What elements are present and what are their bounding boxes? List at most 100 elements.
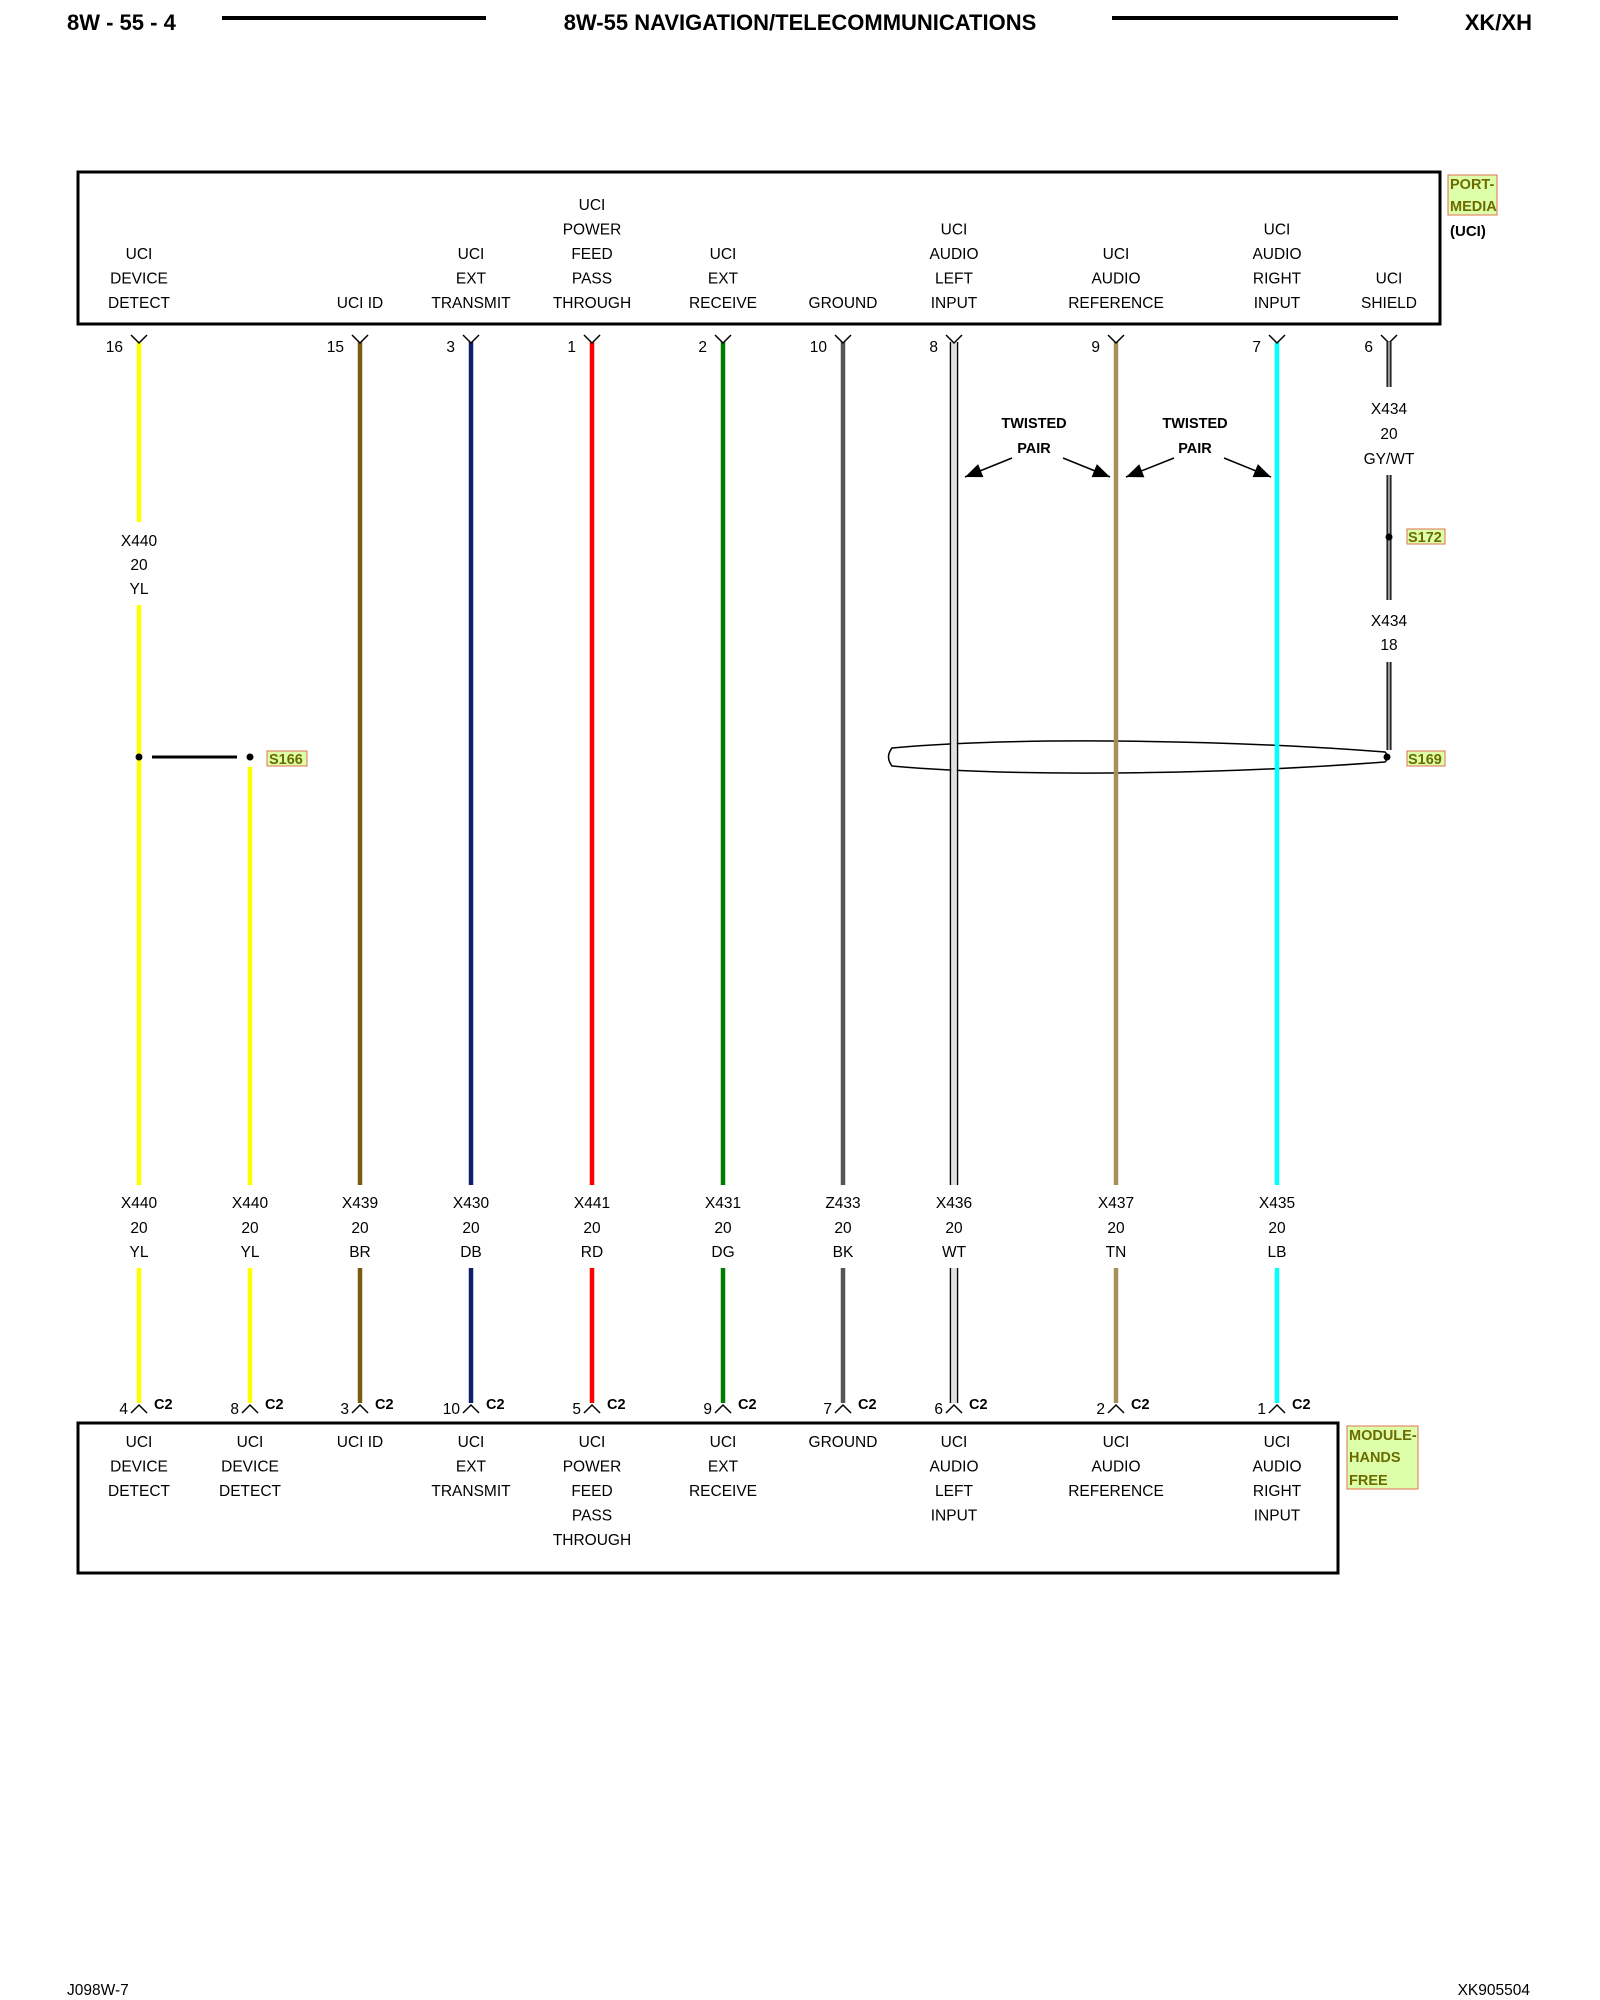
port-media-pin-16-terminal [130, 334, 148, 345]
port-media-pin-8-number: 8 [929, 339, 938, 356]
upper-x440-gauge: 20 [130, 557, 148, 574]
module-pin-5-number: 5 [572, 1401, 581, 1418]
port-media-pin-7-label-line-2: AUDIO [1252, 246, 1301, 263]
hands-free-name-2: HANDS [1349, 1450, 1401, 1466]
module-pin-1-label-line-1: UCI [1264, 1434, 1291, 1451]
module-pin-7-label-line-1: GROUND [809, 1434, 878, 1451]
wire-x441-rd-5-gauge-label: 20 [583, 1220, 601, 1237]
module-pin-5-label-line-1: UCI [579, 1434, 606, 1451]
module-pin-9-label-line-3: RECEIVE [689, 1483, 757, 1500]
shield-x434-color: GY/WT [1364, 451, 1415, 468]
port-media-pin-1-label-line-1: UCI [579, 197, 606, 214]
module-pin-2-label-line-3: REFERENCE [1068, 1483, 1164, 1500]
twisted-pair-2-arrow-right-head [1252, 464, 1271, 478]
wire-x430-db-4-color-label: DB [460, 1244, 482, 1261]
twisted-pair-1-arrow-left-head [965, 464, 984, 478]
module-pin-5-label-line-2: POWER [563, 1459, 622, 1476]
port-media-pin-7-label-line-1: UCI [1264, 222, 1291, 239]
footer-right-code: XK905504 [1458, 1982, 1531, 1999]
wire-x437-tn-9-gauge-label: 20 [1107, 1220, 1125, 1237]
port-media-pin-2-label-line-3: RECEIVE [689, 295, 757, 312]
wire-x439-br-3-circuit-label: X439 [342, 1195, 378, 1212]
module-pin-3-terminal [351, 1403, 369, 1414]
module-pin-8-label-line-3: DETECT [219, 1483, 282, 1500]
wire-x439-br-3-color-label: BR [349, 1244, 371, 1261]
twisted-pair-2-arrow-left-head [1126, 464, 1145, 478]
module-pin-8-label-line-2: DEVICE [221, 1459, 279, 1476]
module-pin-1-label-line-4: INPUT [1254, 1508, 1301, 1525]
wire-x435-lb-10-color-label: LB [1268, 1244, 1287, 1261]
module-pin-2-terminal [1107, 1403, 1125, 1414]
wire-x440-yl-2-gauge-label: 20 [241, 1220, 259, 1237]
wire-x431-dg-6-gauge-label: 20 [714, 1220, 732, 1237]
wire-x436-wt-8-gauge-label: 20 [945, 1220, 963, 1237]
twisted-pair-1-line-1: TWISTED [1001, 416, 1066, 432]
splice-s166: S166 [135, 750, 308, 768]
port-media-tag-bg [1447, 174, 1498, 216]
module-pin-labels: UCI DEVICE DETECT UCI DEVICE DETECT UCI ID UCI E… [108, 1434, 1302, 1549]
module-pin-8-connector: C2 [265, 1397, 284, 1413]
module-pin-6-terminal [945, 1403, 963, 1414]
wire-x441-rd-5-color-label: RD [581, 1244, 603, 1261]
module-pin-6-label-line-1: UCI [941, 1434, 968, 1451]
upper-x440-label: X440 20 YL [121, 533, 158, 598]
port-media-pin-2-terminal [714, 334, 732, 345]
module-pin-8-number: 8 [230, 1401, 239, 1418]
wire-x440-yl-2-circuit-label: X440 [232, 1195, 269, 1212]
shield-x434-circuit: X434 [1371, 401, 1408, 418]
upper-x440-color: YL [130, 581, 149, 598]
port-media-pin-15-number: 15 [327, 339, 344, 356]
s172-node [1385, 533, 1393, 541]
s166-tag-bg [266, 750, 308, 767]
s169-tag: S169 [1408, 752, 1442, 768]
module-pin-6-label-line-4: INPUT [931, 1508, 978, 1525]
port-media-pin-16-label-line-2: DEVICE [110, 271, 168, 288]
port-media-pin-8-label-line-4: INPUT [931, 295, 978, 312]
module-pin-7-terminal [834, 1403, 852, 1414]
module-pin-5-label-line-5: THROUGH [553, 1532, 631, 1549]
page-title: 8W-55 NAVIGATION/TELECOMMUNICATIONS [564, 10, 1037, 35]
wire-x439-br-3-gauge-label: 20 [351, 1220, 369, 1237]
model-code: XK/XH [1465, 10, 1532, 35]
module-pin-10-terminal [462, 1403, 480, 1414]
shield-wire: X434 20 GY/WT S172 X434 18 S169 [1364, 342, 1446, 768]
wire-x430-db-4-gauge-label: 20 [462, 1220, 480, 1237]
module-pin-9-number: 9 [703, 1401, 712, 1418]
port-media-pin-3-label-line-2: EXT [456, 271, 487, 288]
wire-labels: X440 20 YL X440 20 YL X439 20 BR X430 20 DB X441 20 RD… [121, 1195, 1295, 1261]
shield-x434-gauge: 20 [1380, 426, 1398, 443]
port-media-pin-16-label-line-3: DETECT [108, 295, 171, 312]
port-media-pin-9-label-line-2: AUDIO [1091, 271, 1140, 288]
port-media-pin-15-label-line-1: UCI ID [337, 295, 384, 312]
port-media-pin-1-label-line-2: POWER [563, 222, 622, 239]
port-media-pin-10-number: 10 [810, 339, 828, 356]
hands-free-tag-bg [1346, 1425, 1419, 1490]
wire-x430-db-4-circuit-label: X430 [453, 1195, 490, 1212]
port-media-pin-6-label-line-2: SHIELD [1361, 295, 1417, 312]
s169-tag-bg [1406, 750, 1446, 767]
wire-x440-yl-1-circuit-label: X440 [121, 1195, 158, 1212]
port-media-pin-9-label-line-3: REFERENCE [1068, 295, 1164, 312]
s166-node-a [135, 753, 143, 761]
s169-node [1383, 753, 1391, 761]
module-pin-9-terminal [714, 1403, 732, 1414]
hands-free-module-box [76, 1421, 1340, 1575]
port-media-pin-7-terminal [1268, 334, 1286, 345]
shield-x434-lower-circuit: X434 [1371, 613, 1408, 630]
port-media-pin-16-label-line-1: UCI [126, 246, 153, 263]
wire-x431-dg-6-color-label: DG [711, 1244, 734, 1261]
port-media-name-1: PORT- [1450, 177, 1494, 193]
twisted-pair-arrows [964, 457, 1272, 478]
twisted-pair-1-line-2: PAIR [1017, 441, 1051, 457]
module-pin-4-number: 4 [119, 1401, 128, 1418]
wire-x435-lb-10-circuit-label: X435 [1259, 1195, 1295, 1212]
module-pin-6-label-line-3: LEFT [935, 1483, 973, 1500]
module-pin-10-number: 10 [443, 1401, 461, 1418]
module-pin-5-connector: C2 [607, 1397, 626, 1413]
hands-free-module-tag: MODULE- HANDS FREE [1346, 1425, 1419, 1490]
upper-x440-circuit: X440 [121, 533, 158, 550]
wire-x440-yl-1-gauge-label: 20 [130, 1220, 148, 1237]
port-media-pin-8-label-line-3: LEFT [935, 271, 973, 288]
port-media-pin-8-terminal [945, 334, 963, 345]
module-pin-10-label-line-1: UCI [458, 1434, 485, 1451]
